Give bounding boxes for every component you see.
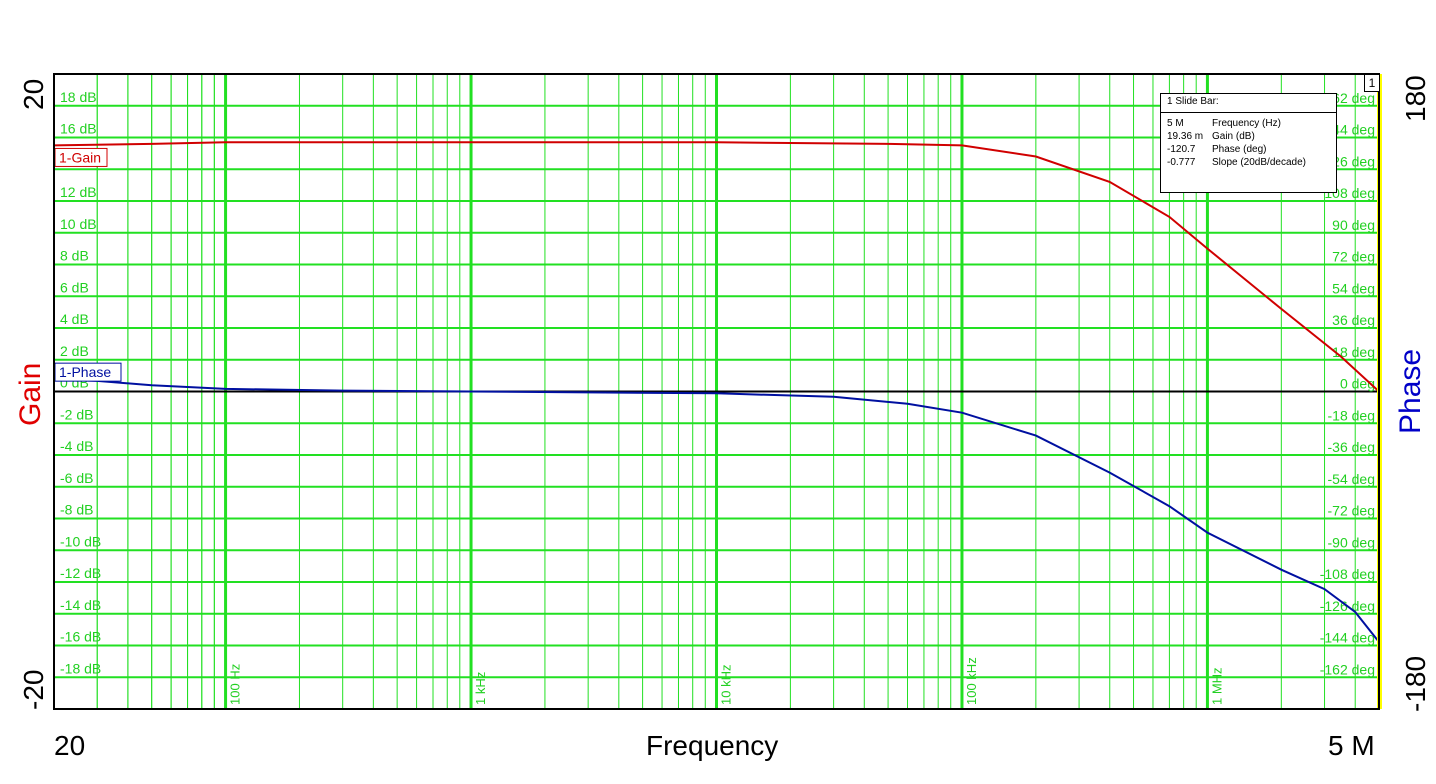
gain-tick-label: 10 dB — [60, 216, 97, 232]
readout-value: 19.36 m — [1167, 131, 1204, 142]
x-tick-label: 1 MHz — [1209, 667, 1224, 705]
gain-tick-label: -18 dB — [60, 660, 101, 676]
phase-tick-label: -162 deg — [1320, 661, 1375, 677]
gain-series-label: 1-Gain — [59, 149, 101, 165]
readout-value: -120.7 — [1167, 144, 1196, 155]
phase-tick-label: 36 deg — [1332, 312, 1375, 328]
gain-tick-label: 16 dB — [60, 121, 97, 137]
phase-tick-label: 54 deg — [1332, 280, 1375, 296]
readout-label: Gain (dB) — [1212, 131, 1255, 142]
cursor-tag[interactable]: 1 — [1364, 74, 1380, 92]
gain-tick-label: -12 dB — [60, 565, 101, 581]
readout-label: Phase (deg) — [1212, 144, 1267, 155]
phase-tick-label: 72 deg — [1332, 249, 1375, 265]
phase-tick-label: -144 deg — [1320, 630, 1375, 646]
gain-axis-max-label: 20 — [18, 78, 49, 110]
plot-frame — [53, 73, 1380, 710]
gain-tick-label: -2 dB — [60, 406, 93, 422]
gain-tick-label: -6 dB — [60, 470, 93, 486]
phase-tick-label: 162 deg — [1324, 90, 1375, 106]
gain-axis-min-label: -20 — [18, 669, 49, 710]
phase-tick-label: -72 deg — [1328, 503, 1375, 519]
readout-label: Slope (20dB/decade) — [1212, 157, 1306, 168]
x-tick-label: 10 kHz — [719, 665, 734, 705]
x-tick-label: 100 Hz — [228, 664, 243, 705]
x-tick-label: 100 kHz — [964, 657, 979, 705]
gain-tick-label: -4 dB — [60, 438, 93, 454]
readout-value: -0.777 — [1167, 157, 1196, 168]
readout-row-frequency: 5 M Frequency (Hz) — [1161, 117, 1336, 130]
phase-tick-label: -36 deg — [1328, 439, 1375, 455]
x-axis-title: Frequency — [646, 730, 779, 761]
readout-row-slope: -0.777 Slope (20dB/decade) — [1161, 156, 1336, 169]
phase-tick-label: 144 deg — [1324, 122, 1375, 138]
phase-tick-label: 108 deg — [1324, 185, 1375, 201]
phase-tick-label: -18 deg — [1328, 407, 1375, 423]
x-tick-label: 1 kHz — [473, 672, 488, 705]
readout-value: 5 M — [1167, 118, 1184, 129]
gain-tick-label: 8 dB — [60, 248, 89, 264]
phase-series-label: 1-Phase — [59, 364, 111, 380]
phase-axis-max-label: 180 — [1400, 75, 1431, 122]
x-axis-min-label: 20 — [54, 730, 86, 761]
readout-label: Frequency (Hz) — [1212, 118, 1281, 129]
phase-tick-label: -54 deg — [1328, 471, 1375, 487]
gain-axis-title: Gain — [14, 362, 47, 426]
phase-series-line — [53, 378, 1380, 643]
gain-tick-label: 6 dB — [60, 279, 89, 295]
slide-bar-readout[interactable]: 1 Slide Bar: 5 M Frequency (Hz) 19.36 m … — [1160, 93, 1337, 193]
gain-tick-label: -10 dB — [60, 533, 101, 549]
phase-tick-label: -108 deg — [1320, 566, 1375, 582]
readout-row-gain: 19.36 m Gain (dB) — [1161, 130, 1336, 143]
gain-tick-label: -8 dB — [60, 502, 93, 518]
readout-row-phase: -120.7 Phase (deg) — [1161, 143, 1336, 156]
phase-axis-title: Phase — [1394, 348, 1427, 434]
phase-tick-label: 90 deg — [1332, 217, 1375, 233]
gain-tick-label: -16 dB — [60, 629, 101, 645]
gain-tick-label: 4 dB — [60, 311, 89, 327]
phase-tick-label: -90 deg — [1328, 534, 1375, 550]
phase-axis-min-label: -180 — [1400, 655, 1431, 712]
x-axis-max-label: 5 M — [1328, 730, 1375, 761]
readout-title: 1 Slide Bar: — [1161, 94, 1336, 113]
gain-tick-label: 12 dB — [60, 184, 97, 200]
gain-tick-label: -14 dB — [60, 597, 101, 613]
phase-tick-label: 126 deg — [1324, 153, 1375, 169]
gain-tick-label: 18 dB — [60, 89, 97, 105]
gain-tick-label: 2 dB — [60, 343, 89, 359]
phase-tick-label: 18 deg — [1332, 344, 1375, 360]
gain-series-line — [53, 141, 1380, 393]
